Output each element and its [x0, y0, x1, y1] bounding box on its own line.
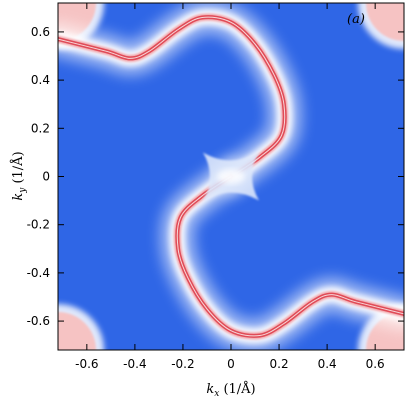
- x-tick-label: 0.2: [270, 357, 289, 371]
- center-feature: [203, 152, 259, 201]
- y-tick-label: 0.4: [31, 73, 50, 87]
- arc-upper-arc: [58, 3, 302, 194]
- x-axis-ticks: -0.6 -0.4 -0.2 0 0.2 0.4 0.6: [75, 3, 385, 371]
- x-tick-label: 0.4: [318, 357, 337, 371]
- x-axis-label: kx (1/Å): [206, 381, 255, 399]
- arc-inner-line: [58, 16, 286, 177]
- arc-lower-arc: [160, 159, 404, 350]
- x-tick-label: -0.2: [171, 357, 194, 371]
- center-glow: [217, 169, 245, 184]
- y-tick-label: -0.2: [27, 218, 50, 232]
- x-tick-label: 0: [227, 357, 235, 371]
- y-axis-label: ky (1/Å): [10, 151, 28, 200]
- spectral-arcs: [58, 3, 404, 350]
- y-tick-label: 0.6: [31, 25, 50, 39]
- arc-inner-line: [176, 176, 404, 337]
- panel-label: (a): [347, 12, 365, 27]
- x-tick-label: 0.6: [366, 357, 385, 371]
- y-tick-label: -0.4: [27, 266, 50, 280]
- y-tick-label: 0: [42, 170, 50, 184]
- x-tick-label: -0.4: [123, 357, 146, 371]
- corner-pocket: [366, 3, 404, 41]
- heatmap-plot-area: [58, 3, 404, 350]
- corner-pocket: [58, 312, 96, 350]
- y-tick-label: 0.2: [31, 121, 50, 135]
- y-axis-ticks: -0.6 -0.4 -0.2 0 0.2 0.4 0.6: [27, 25, 404, 328]
- x-tick-label: -0.6: [75, 357, 98, 371]
- y-tick-label: -0.6: [27, 314, 50, 328]
